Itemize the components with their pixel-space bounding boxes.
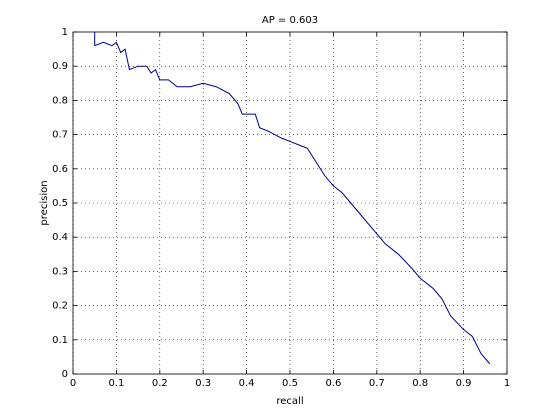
x-tick-label: 0.3 — [195, 378, 211, 389]
y-tick-label: 0.1 — [52, 335, 68, 346]
line-series — [94, 32, 491, 365]
y-axis-label: precision — [39, 180, 50, 225]
y-tick-label: 0.5 — [52, 198, 68, 209]
y-tick-label: 0.2 — [52, 301, 68, 312]
x-tick-label: 0.6 — [325, 378, 341, 389]
x-tick-label: 0.8 — [412, 378, 428, 389]
x-tick-label: 0.4 — [239, 378, 255, 389]
y-tick-label: 0.3 — [52, 266, 68, 277]
y-tick-label: 0.7 — [52, 130, 68, 141]
x-tick-label: 0.2 — [152, 378, 168, 389]
y-tick-label: 0.8 — [52, 95, 68, 106]
y-tick-label: 1 — [62, 27, 68, 38]
x-tick-label: 1 — [504, 378, 510, 389]
x-tick-label: 0.5 — [282, 378, 298, 389]
y-tick-label: 0.9 — [52, 61, 68, 72]
chart-title: AP = 0.603 — [262, 15, 318, 26]
y-tick-label: 0 — [62, 369, 68, 380]
plot-frame — [72, 31, 508, 375]
y-tick-label: 0.4 — [52, 232, 68, 243]
x-axis-label: recall — [276, 396, 303, 407]
x-tick-label: 0.9 — [456, 378, 472, 389]
x-tick-label: 0.1 — [108, 378, 124, 389]
x-tick-label: 0.7 — [369, 378, 385, 389]
x-tick-label: 0 — [70, 378, 76, 389]
y-tick-label: 0.6 — [52, 164, 68, 175]
